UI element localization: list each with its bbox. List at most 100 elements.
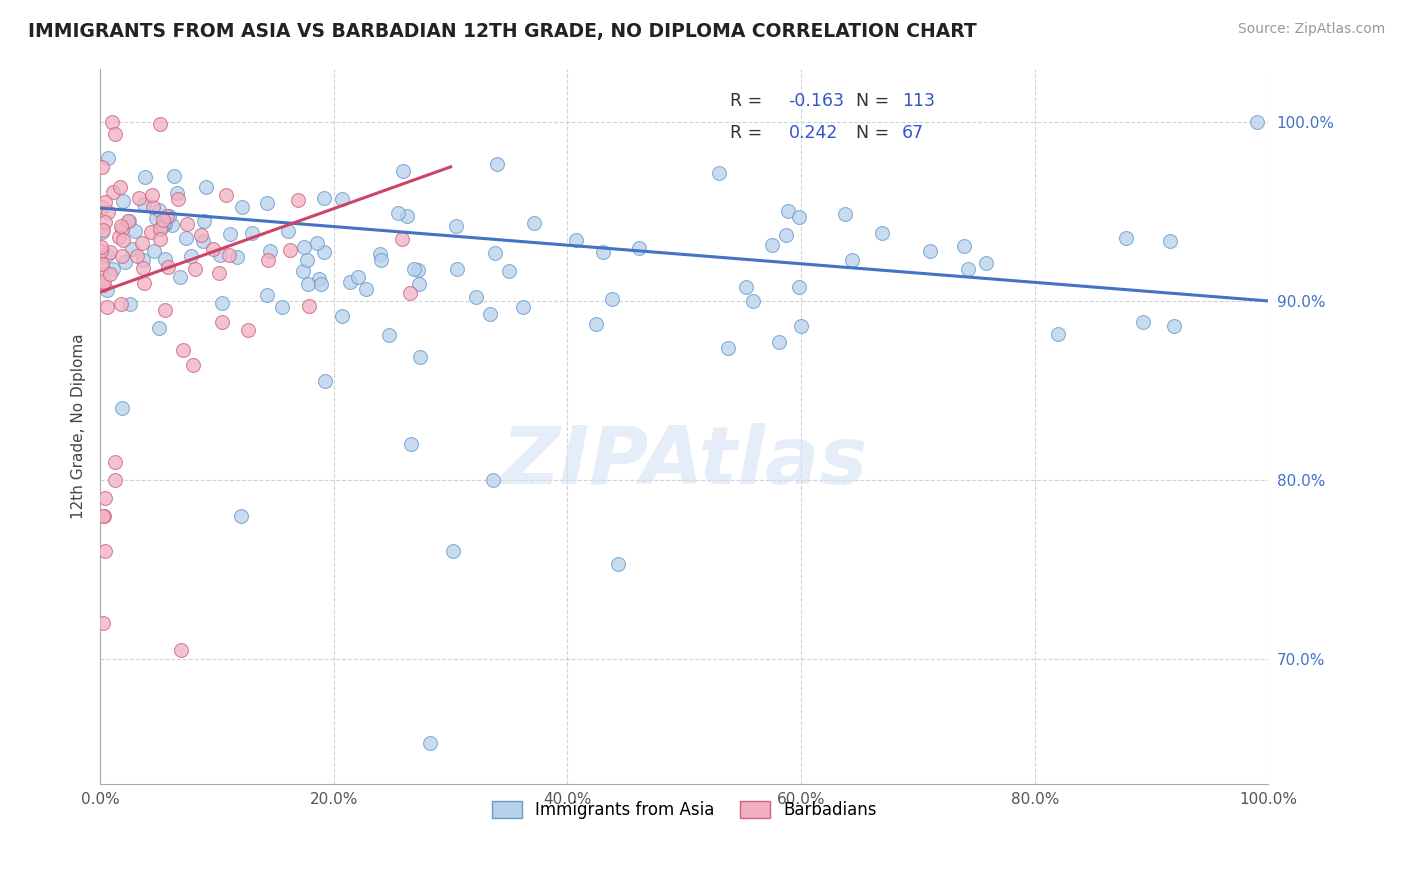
Point [482, 473, 505, 487]
Text: IMMIGRANTS FROM ASIA VS BARBADIAN 12TH GRADE, NO DIPLOMA CORRELATION CHART: IMMIGRANTS FROM ASIA VS BARBADIAN 12TH G… [28, 22, 977, 41]
Point [183, 358, 205, 372]
Point [101, 115, 124, 129]
Point [111, 249, 134, 263]
Point [841, 252, 863, 267]
Point [211, 315, 233, 329]
Point [378, 327, 401, 342]
Point [132, 276, 155, 290]
Point [314, 191, 336, 205]
Point [124, 224, 146, 238]
Text: ZIPAtlas: ZIPAtlas [501, 423, 868, 501]
Point [1047, 327, 1070, 342]
Point [172, 343, 194, 357]
Text: 113: 113 [901, 92, 935, 110]
Point [523, 216, 546, 230]
Point [790, 319, 813, 334]
Point [354, 282, 377, 296]
Point [90, 257, 112, 271]
Point [201, 243, 224, 257]
Point [103, 261, 125, 276]
Point [408, 277, 430, 291]
Point [484, 246, 506, 260]
Point [402, 262, 425, 277]
Point [236, 323, 259, 337]
Point [153, 218, 176, 232]
Point [104, 127, 127, 141]
Point [309, 277, 332, 291]
Point [218, 248, 240, 262]
Point [444, 219, 467, 233]
Point [592, 244, 614, 259]
Point [97, 205, 120, 219]
Point [90, 161, 112, 175]
Point [190, 228, 212, 243]
Text: -0.163: -0.163 [789, 92, 845, 110]
Point [307, 236, 329, 251]
Point [218, 227, 240, 241]
Point [314, 245, 336, 260]
Point [768, 335, 790, 350]
Point [153, 302, 176, 317]
Point [125, 249, 148, 263]
Point [157, 209, 180, 223]
Point [498, 264, 520, 278]
Point [193, 214, 215, 228]
Point [90, 260, 112, 275]
Point [295, 252, 318, 267]
Text: 0.242: 0.242 [789, 124, 838, 143]
Point [778, 203, 800, 218]
Point [872, 226, 894, 240]
Point [174, 230, 197, 244]
Point [259, 244, 281, 259]
Point [974, 256, 997, 270]
Point [132, 261, 155, 276]
Point [117, 214, 139, 228]
Point [399, 286, 422, 301]
Point [111, 222, 134, 236]
Point [787, 210, 810, 224]
Point [330, 192, 353, 206]
Point [408, 263, 430, 277]
Point [104, 455, 127, 469]
Point [118, 214, 141, 228]
Point [163, 169, 186, 183]
Point [96, 300, 118, 314]
Point [387, 206, 409, 220]
Point [346, 269, 368, 284]
Point [169, 269, 191, 284]
Point [94, 491, 117, 505]
Point [91, 508, 114, 523]
Text: R =: R = [730, 124, 768, 143]
Point [280, 244, 302, 258]
Point [141, 187, 163, 202]
Point [834, 207, 856, 221]
Point [1132, 315, 1154, 329]
Point [101, 185, 124, 199]
Point [120, 297, 142, 311]
Point [145, 211, 167, 226]
Point [308, 272, 330, 286]
Point [920, 244, 942, 259]
Point [1159, 234, 1181, 248]
Point [209, 248, 232, 262]
Point [156, 260, 179, 275]
Point [229, 508, 252, 523]
Text: N =: N = [856, 124, 896, 143]
Point [195, 180, 218, 194]
Point [211, 296, 233, 310]
Text: N =: N = [856, 92, 896, 110]
Point [128, 191, 150, 205]
Point [707, 166, 730, 180]
Point [94, 544, 117, 558]
Point [512, 300, 534, 314]
Point [132, 197, 155, 211]
Point [741, 294, 763, 309]
Point [231, 200, 253, 214]
Point [775, 228, 797, 243]
Point [396, 209, 419, 223]
Point [478, 307, 501, 321]
Point [90, 201, 112, 215]
Point [399, 437, 422, 451]
Point [627, 241, 650, 255]
Point [149, 221, 172, 235]
